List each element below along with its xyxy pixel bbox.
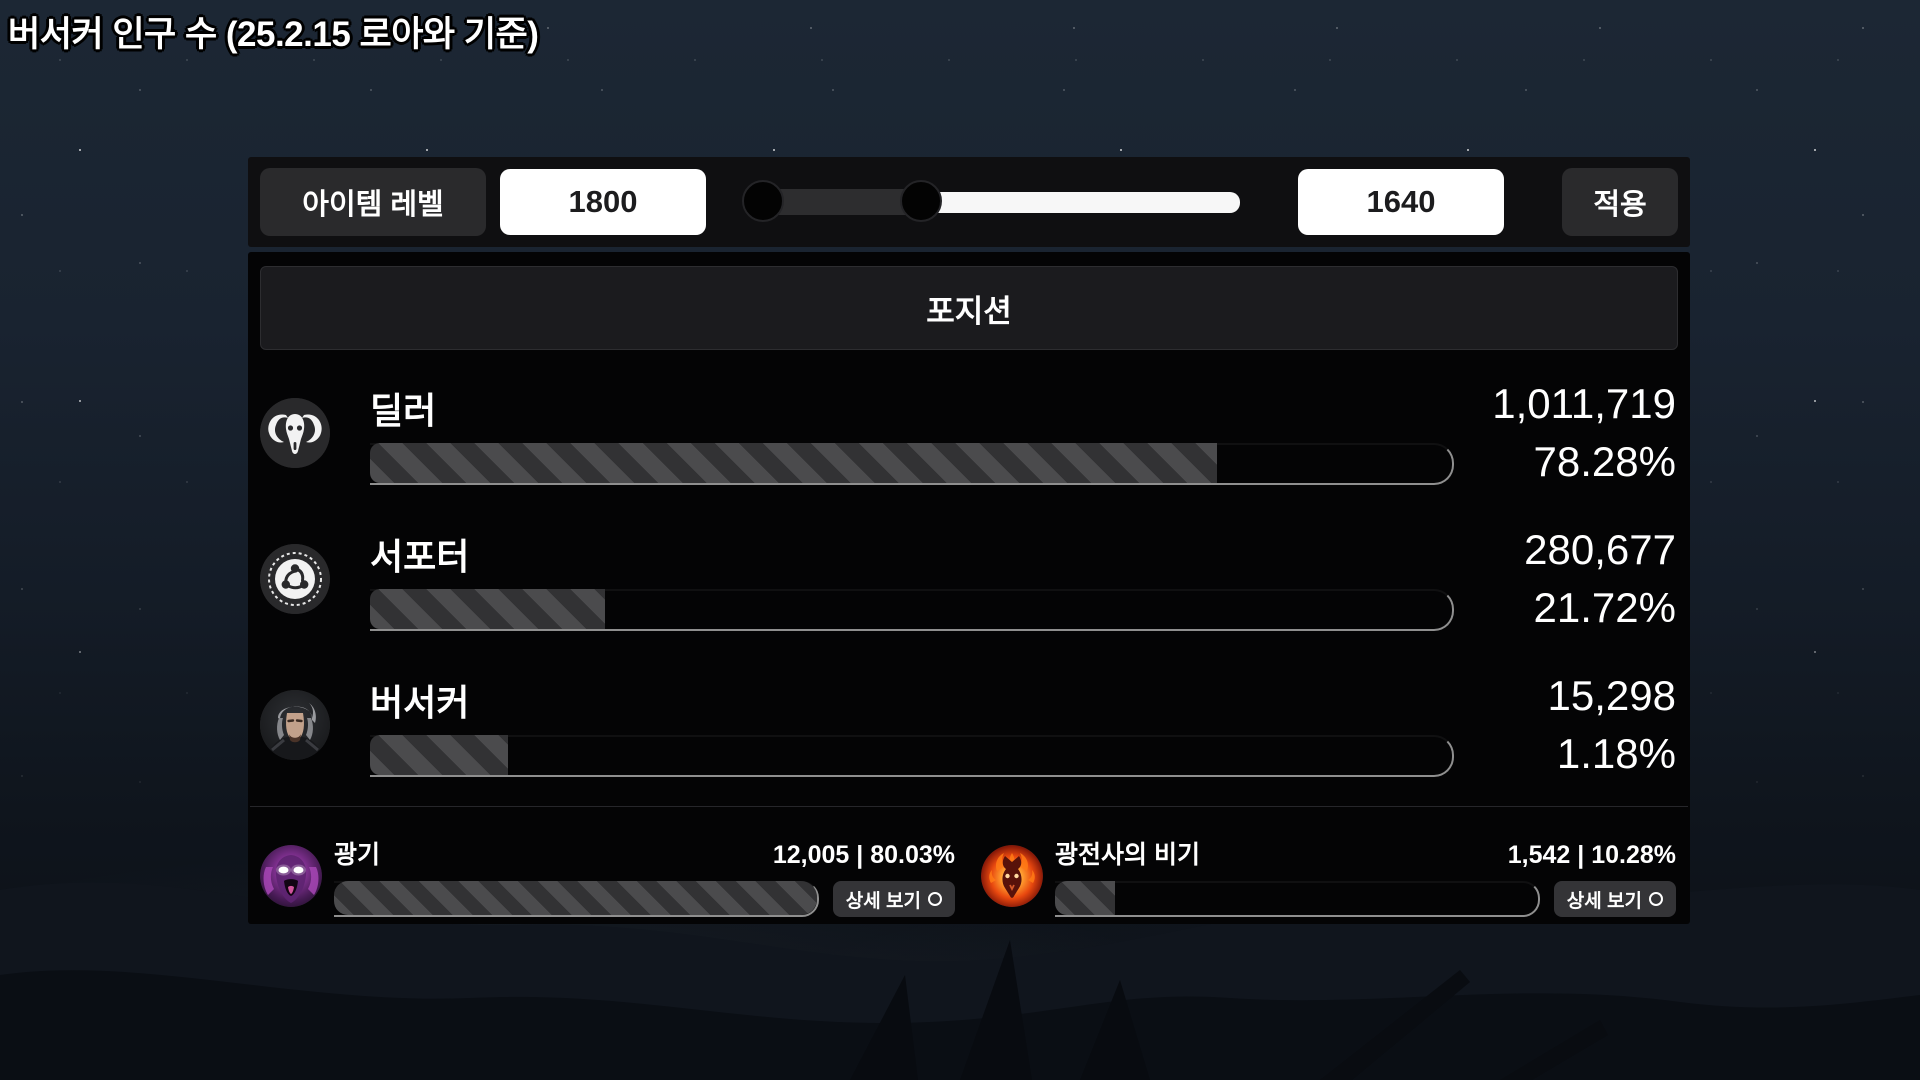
position-header: 포지션 — [260, 266, 1678, 350]
item-level-control-bar: 아이템 레벨 적용 — [248, 157, 1690, 247]
item-level-button[interactable]: 아이템 레벨 — [260, 168, 486, 236]
supporter-bar-fill — [370, 588, 605, 629]
berserker-technique-icon — [981, 845, 1043, 907]
technique-head: 광전사의 비기 1,542 | 10.28% — [1055, 835, 1676, 871]
madness-label: 광기 — [334, 841, 381, 869]
dealer-label: 딜러 — [370, 389, 437, 431]
slider-selected-track — [762, 189, 922, 215]
madness-bar-track — [334, 881, 819, 917]
item-level-range-slider[interactable] — [742, 168, 1242, 236]
row-supporter: 서포터 280,677 21.72% — [260, 506, 1676, 652]
circle-icon — [1649, 892, 1663, 906]
technique-main: 광전사의 비기 1,542 | 10.28% 상세 보기 — [1055, 835, 1676, 917]
technique-bar-track — [1055, 881, 1540, 917]
slider-remaining-track — [923, 192, 1240, 213]
position-panel: 포지션 딜러 — [248, 252, 1690, 924]
madness-bar-row: 상세 보기 — [334, 881, 955, 917]
dealer-count: 1,011,719 — [1492, 380, 1676, 427]
slider-handle-left[interactable] — [742, 180, 784, 222]
technique-stat: 1,542 | 10.28% — [1507, 841, 1676, 869]
supporter-percent: 21.72% — [1533, 584, 1676, 631]
position-rows: 딜러 1,011,719 78.28% — [248, 350, 1690, 798]
build-berserker-technique: 광전사의 비기 1,542 | 10.28% 상세 보기 — [981, 835, 1676, 917]
berserker-count: 15,298 — [1547, 672, 1676, 719]
dealer-stats: 1,011,719 78.28% — [1454, 383, 1676, 483]
madness-demon-icon — [260, 845, 322, 907]
dealer-main: 딜러 — [370, 382, 1454, 485]
dealer-bar-fill — [370, 442, 1218, 483]
berserker-bar-track — [370, 734, 1454, 777]
madness-main: 광기 12,005 | 80.03% 상세 보기 — [334, 835, 955, 917]
circle-icon — [928, 892, 942, 906]
supporter-label: 서포터 — [370, 535, 470, 577]
berserker-stats: 15,298 1.18% — [1454, 675, 1676, 775]
supporter-bar-track — [370, 588, 1454, 631]
detail-button-label: 상세 보기 — [1566, 890, 1642, 912]
slider-handle-right[interactable] — [900, 180, 942, 222]
technique-label: 광전사의 비기 — [1055, 841, 1200, 869]
detail-button-label: 상세 보기 — [845, 890, 921, 912]
madness-stat: 12,005 | 80.03% — [772, 841, 955, 869]
builds-section: 광기 12,005 | 80.03% 상세 보기 — [248, 807, 1690, 917]
technique-bar-fill — [1055, 881, 1116, 915]
supporter-count: 280,677 — [1524, 526, 1676, 573]
madness-head: 광기 12,005 | 80.03% — [334, 835, 955, 871]
apply-button[interactable]: 적용 — [1562, 168, 1678, 236]
row-dealer: 딜러 1,011,719 78.28% — [260, 360, 1676, 506]
berserker-main: 버서커 — [370, 674, 1454, 777]
madness-detail-button[interactable]: 상세 보기 — [832, 881, 955, 917]
berserker-bar-fill — [370, 734, 509, 775]
technique-detail-button[interactable]: 상세 보기 — [1553, 881, 1676, 917]
ram-skull-icon — [260, 398, 330, 468]
builds-separator — [250, 806, 1688, 807]
build-madness: 광기 12,005 | 80.03% 상세 보기 — [260, 835, 955, 917]
row-berserker: 버서커 15,298 1.18% — [260, 652, 1676, 798]
berserker-portrait-icon — [260, 690, 330, 760]
level-from-input[interactable] — [500, 169, 706, 235]
supporter-stats: 280,677 21.72% — [1454, 529, 1676, 629]
madness-bar-fill — [334, 881, 817, 915]
page-title: 버서커 인구 수 (25.2.15 로아와 기준) — [8, 15, 539, 54]
berserker-percent: 1.18% — [1556, 730, 1676, 777]
dealer-percent: 78.28% — [1533, 438, 1676, 485]
level-to-input[interactable] — [1298, 169, 1504, 235]
dealer-bar-track — [370, 442, 1454, 485]
berserker-label: 버서커 — [370, 681, 470, 723]
technique-bar-row: 상세 보기 — [1055, 881, 1676, 917]
support-emblem-icon — [260, 544, 330, 614]
supporter-main: 서포터 — [370, 528, 1454, 631]
